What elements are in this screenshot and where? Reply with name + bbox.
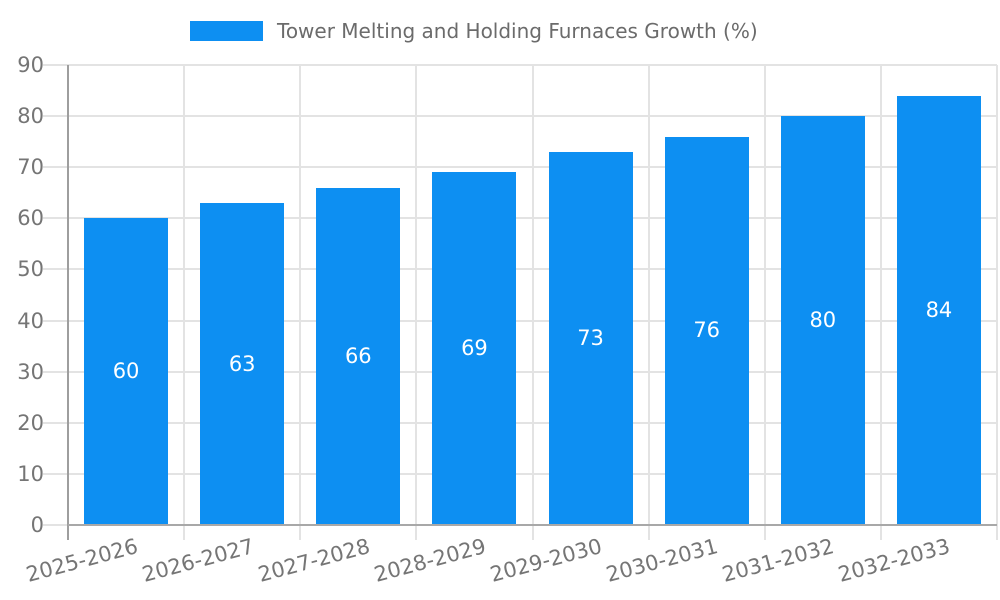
gridline-horizontal [43,64,997,66]
gridline-horizontal [43,370,997,373]
bar-value-label: 66 [344,343,372,368]
y-tick-label: 20 [17,410,44,435]
bar-value-label: 76 [693,318,721,343]
y-axis-line [67,65,69,540]
chart-legend: Tower Melting and Holding Furnaces Growt… [190,20,758,42]
bar: 66 [316,187,401,525]
bar-value-label: 69 [461,336,488,361]
gridline-vertical [531,65,534,540]
x-tick-label: 2025-2026 [23,534,141,587]
gridline-vertical [879,65,882,540]
x-tick-label: 2031-2032 [719,534,837,587]
bar-value-label: 84 [925,297,953,322]
gridline-horizontal [43,472,997,475]
x-tick-label: 2030-2031 [603,534,721,587]
x-axis-line [68,524,997,526]
y-tick-label: 50 [17,257,44,282]
x-tick-label: 2029-2030 [487,534,605,587]
y-tick-label: 60 [17,206,44,231]
bar-value-label: 73 [577,325,604,350]
gridline-horizontal [43,115,997,118]
gridline-horizontal [43,524,68,526]
legend-swatch [190,21,263,41]
bar-value-label: 60 [112,359,140,384]
x-tick-label: 2032-2033 [836,534,953,587]
chart-title: Tower Melting and Holding Furnaces Growt… [277,19,758,43]
x-tick-label: 2028-2029 [371,534,489,587]
x-tick-label: 2027-2028 [255,534,373,587]
y-tick-label: 10 [17,461,44,486]
bar: 76 [664,136,749,525]
bar-value-label: 63 [228,351,256,376]
bar: 69 [432,172,517,525]
gridline-vertical [415,65,418,540]
gridline-vertical [183,65,186,540]
gridline-vertical [299,65,302,540]
gridline-vertical [647,65,650,540]
gridline-vertical [763,65,766,540]
y-tick-label: 40 [17,308,44,333]
x-tick-label: 2026-2027 [139,534,257,587]
gridline-horizontal [43,319,997,322]
y-tick-label: 0 [30,513,44,537]
y-tick-label: 70 [17,155,44,180]
gridline-horizontal [43,217,997,220]
gridline-horizontal [43,421,997,424]
y-tick-label: 80 [17,104,44,129]
gridline-horizontal [43,268,997,271]
y-tick-label: 90 [17,53,44,77]
bar: 80 [780,116,865,525]
gridline-vertical [996,65,998,540]
bar: 73 [548,151,633,525]
bar-value-label: 80 [809,308,837,333]
bar: 60 [84,218,169,525]
y-tick-label: 30 [17,359,44,384]
bar: 84 [896,95,981,525]
bar: 63 [200,203,285,525]
gridline-horizontal [43,166,997,169]
